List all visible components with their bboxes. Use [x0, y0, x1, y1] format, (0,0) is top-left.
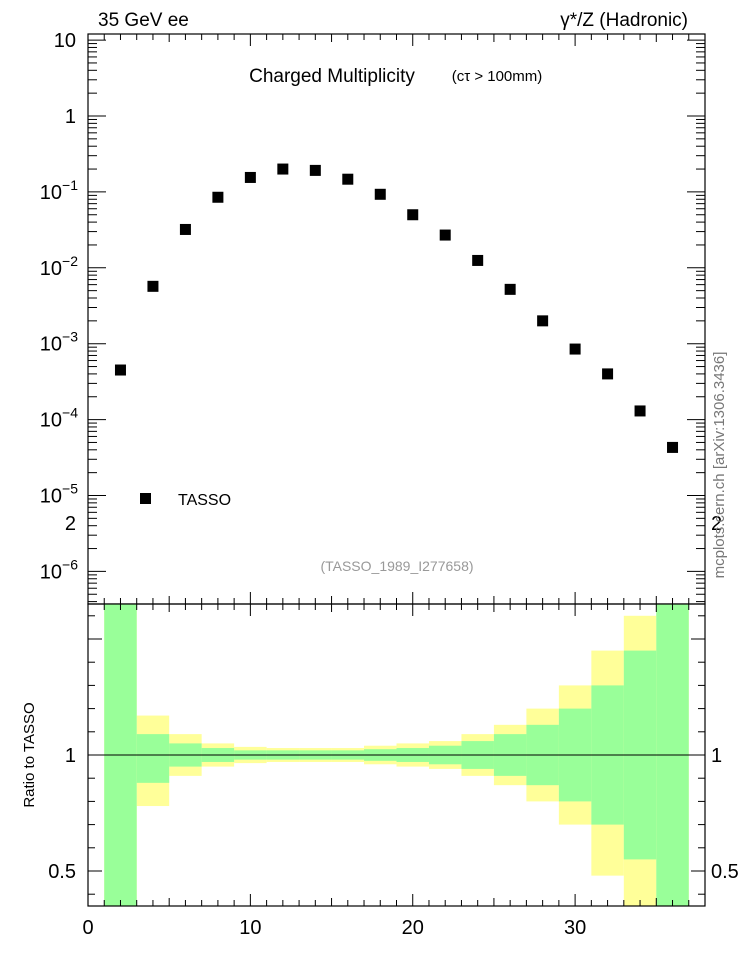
x-tick-labels: 0 10 20 30	[82, 917, 586, 939]
process-label: γ*/Z (Hadronic)	[560, 10, 688, 31]
ratio-y-tick-label-right: 0.5	[711, 861, 739, 883]
legend-marker	[140, 493, 151, 504]
data-point	[504, 283, 516, 295]
main-plot-panel: 10−6 10−5 10−4 10−3 10−2 10−1 1 10 Charged Mult…	[40, 30, 706, 605]
data-point	[537, 315, 549, 327]
data-point	[147, 280, 159, 292]
main-plot-frame	[87, 33, 706, 605]
data-point	[309, 164, 321, 176]
data-point	[439, 229, 451, 241]
main-y-tick-labels: 10−6 10−5 10−4 10−3 10−2 10−1 1 10	[40, 30, 78, 583]
x-tick-label: 10	[239, 917, 261, 939]
data-point	[114, 364, 126, 376]
x-tick-label: 20	[402, 917, 424, 939]
main-axis-ticks	[87, 34, 705, 604]
data-point	[667, 441, 679, 453]
main-y-tick-label: 10−3	[40, 329, 78, 356]
main-y-tick-label: 10−6	[40, 556, 78, 583]
ratio-axis-ticks	[87, 604, 705, 906]
x-tick-label: 0	[82, 917, 93, 939]
main-y-tick-label: 10−1	[40, 177, 78, 204]
data-point	[602, 368, 614, 380]
data-point	[342, 173, 354, 185]
ratio-y-tick-label-right: 1	[711, 745, 722, 767]
data-point	[569, 343, 581, 355]
ratio-band-stat	[136, 734, 170, 783]
main-y-tick-label: 10	[54, 30, 76, 52]
ratio-y-tick-label-left: 1	[65, 745, 76, 767]
ratio-y-tick-labels: 0.5 0.5 1 1 2 2	[48, 513, 739, 883]
main-y-tick-label: 10−4	[40, 405, 78, 432]
main-y-tick-label: 10−5	[40, 481, 78, 508]
data-point	[244, 171, 256, 183]
data-points	[114, 163, 679, 453]
x-tick-label: 30	[564, 917, 586, 939]
data-point	[472, 254, 484, 266]
legend-label: TASSO	[178, 492, 231, 509]
ratio-y-tick-label-right: 2	[711, 513, 722, 535]
data-point	[179, 223, 191, 235]
watermark: mcplots.cern.ch [arXiv:1306.3436]	[711, 352, 728, 579]
ratio-y-axis-label: Ratio to TASSO	[21, 702, 38, 807]
main-y-tick-label: 10−2	[40, 253, 78, 280]
data-point	[634, 405, 646, 417]
main-y-tick-label: 1	[65, 106, 76, 128]
ratio-y-tick-label-left: 0.5	[48, 861, 76, 883]
chart-title: Charged Multiplicity	[249, 66, 415, 87]
energy-label: 35 GeV ee	[98, 10, 189, 31]
data-point	[277, 163, 289, 175]
analysis-label: (TASSO_1989_I277658)	[320, 558, 473, 574]
chart-subtitle: (cτ > 100mm)	[452, 68, 543, 85]
data-point	[212, 191, 224, 203]
ratio-y-tick-label-left: 2	[65, 513, 76, 535]
data-point	[407, 209, 419, 221]
ratio-plot-panel: 0.5 0.5 1 1 2 2 0 10 20 30 Ratio to TASSO	[21, 513, 739, 939]
data-point	[374, 188, 386, 200]
